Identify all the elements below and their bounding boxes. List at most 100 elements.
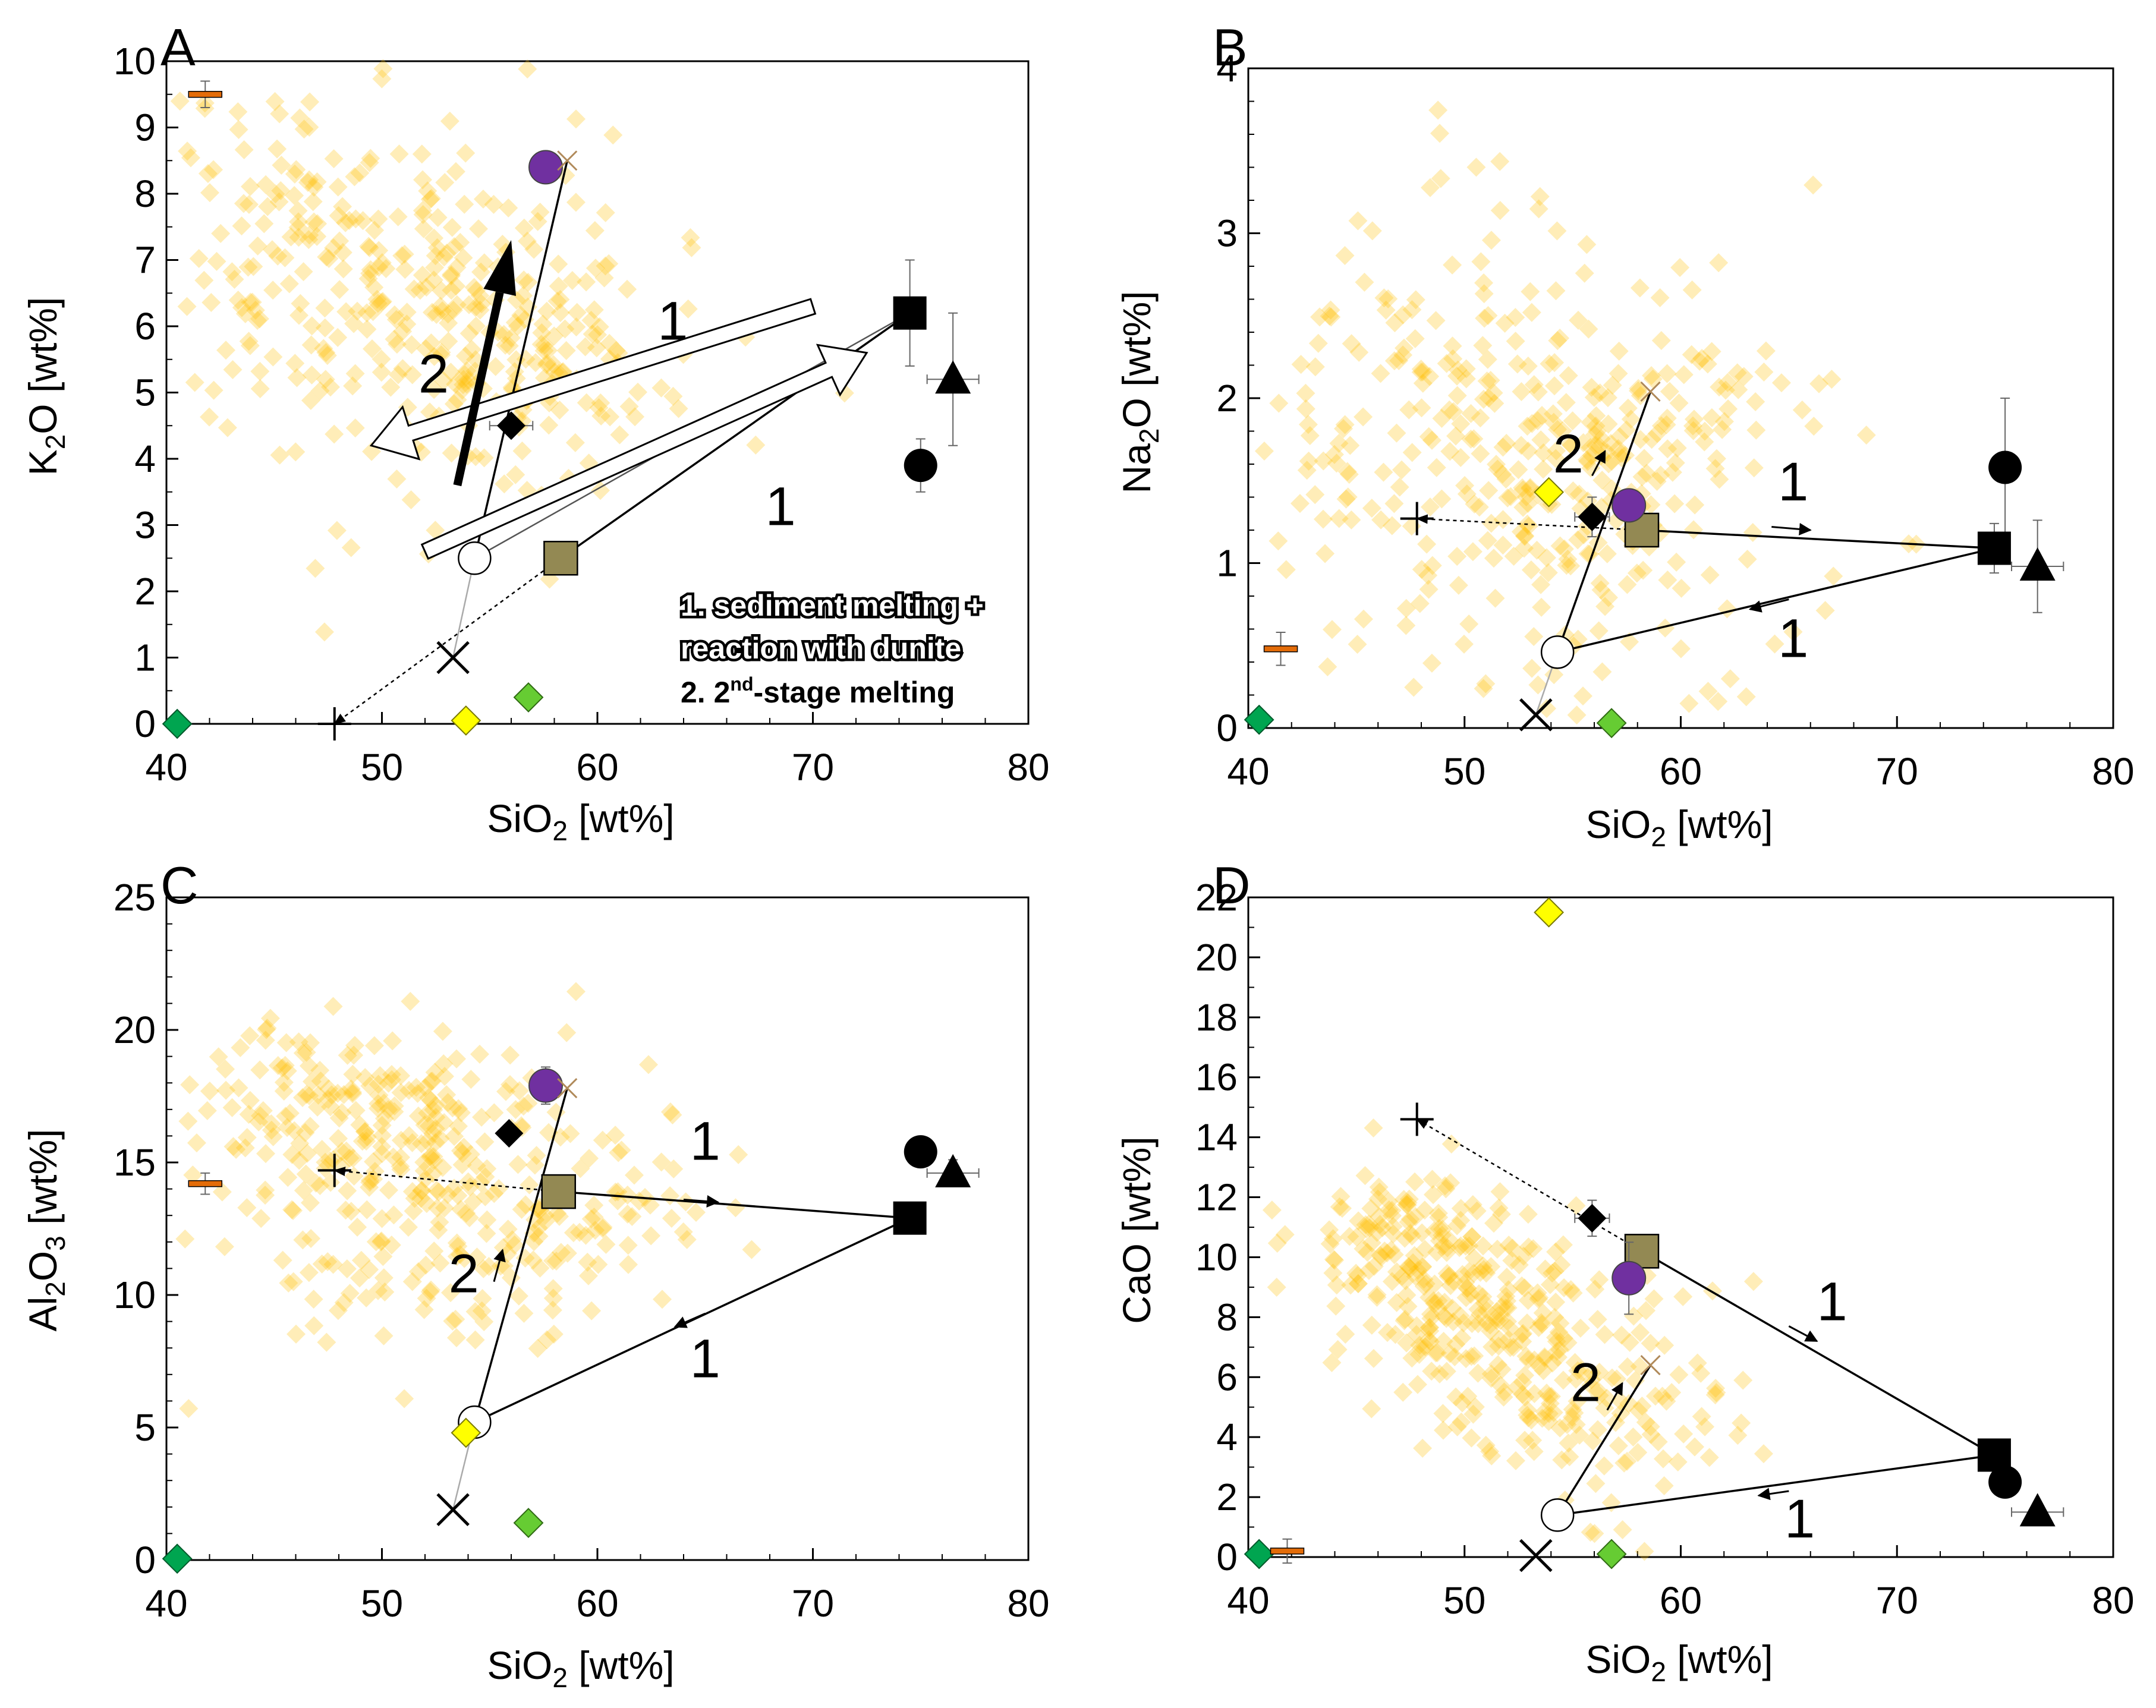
cloud-point — [1454, 1313, 1474, 1332]
direction-arrow — [1606, 1382, 1623, 1411]
cloud-point — [440, 1283, 460, 1303]
cloud-point — [1645, 1386, 1665, 1406]
y-tick-label: 20 — [114, 1009, 156, 1051]
y-tick-label: 18 — [1195, 996, 1238, 1039]
cloud-point — [1524, 375, 1544, 395]
cloud-point — [1384, 494, 1404, 513]
cloud-point — [596, 256, 615, 276]
cloud-point — [253, 1101, 273, 1120]
cloud-point — [1515, 1430, 1535, 1450]
cloud-point — [413, 201, 432, 220]
open-circle-point — [1540, 1498, 1575, 1532]
cloud-point — [437, 243, 457, 263]
cloud-point — [459, 371, 479, 390]
cloud-point — [1503, 1239, 1522, 1258]
cloud-point — [430, 1129, 450, 1148]
cloud-point — [211, 223, 231, 243]
x-tick-label: 40 — [145, 1582, 187, 1625]
cloud-point — [1451, 414, 1471, 434]
y-tick-label: 4 — [134, 437, 156, 480]
y-tick-label: 2 — [134, 570, 156, 613]
cloud-point — [350, 163, 370, 183]
plus-mark-point — [1400, 502, 1434, 535]
cloud-point — [1559, 1433, 1578, 1453]
cloud-point — [508, 1155, 528, 1174]
cloud-point — [505, 313, 525, 332]
cloud-point — [1435, 1293, 1455, 1312]
cloud-point — [316, 370, 335, 389]
cloud-point — [1519, 1408, 1538, 1427]
cloud-point — [457, 361, 477, 380]
cloud-point — [1482, 1446, 1502, 1466]
cloud-point — [1421, 1309, 1441, 1328]
cloud-point — [1587, 406, 1606, 426]
cloud-point — [1583, 1431, 1603, 1451]
cloud-point — [429, 1220, 448, 1240]
cloud-point — [437, 1085, 457, 1104]
cloud-point — [502, 1230, 522, 1250]
cloud-point — [582, 1301, 602, 1321]
cloud-point — [1538, 563, 1558, 582]
cloud-point — [372, 253, 392, 273]
cloud-point — [1631, 1323, 1650, 1343]
cloud-point — [1422, 1362, 1441, 1381]
cloud-point — [355, 1068, 375, 1088]
cloud-point — [430, 297, 450, 316]
cloud-point — [1595, 1398, 1614, 1418]
cloud-point — [539, 341, 558, 360]
cloud-point — [1586, 416, 1606, 436]
cloud-point — [300, 170, 319, 190]
cloud-point — [1400, 1224, 1420, 1243]
cloud-point — [502, 328, 521, 348]
cloud-point — [333, 259, 353, 279]
cloud-point — [472, 294, 492, 314]
cloud-point — [239, 194, 259, 214]
cloud-point — [641, 1226, 661, 1246]
cloud-point — [373, 59, 393, 78]
cloud-point — [424, 380, 444, 399]
cloud-point — [505, 1235, 524, 1255]
cloud-point — [345, 167, 364, 187]
cloud-point — [424, 270, 443, 290]
cloud-point — [1695, 432, 1714, 452]
cloud-point — [1497, 1291, 1517, 1310]
dashed-arrow-line — [1416, 1118, 1642, 1252]
y-tick-label: 2 — [1216, 377, 1238, 420]
cloud-point — [232, 216, 251, 236]
cloud-point — [1575, 263, 1594, 283]
cloud-point — [360, 1171, 380, 1190]
cloud-point — [517, 231, 537, 251]
cloud-point — [308, 214, 328, 234]
cloud-point — [1406, 1266, 1425, 1286]
cloud-point — [606, 1126, 625, 1145]
cloud-point — [382, 1070, 402, 1089]
cloud-point — [1269, 393, 1289, 413]
cloud-point — [1546, 281, 1566, 301]
cloud-point — [506, 290, 526, 310]
cloud-point — [1692, 349, 1712, 368]
cloud-point — [1371, 1247, 1391, 1267]
cloud-point — [1410, 1335, 1430, 1355]
cloud-point — [1699, 1448, 1719, 1467]
cloud-point — [223, 360, 243, 379]
marker — [1244, 704, 1274, 735]
cloud-point — [1683, 416, 1702, 436]
cloud-point — [1336, 1325, 1355, 1344]
cloud-point — [1582, 377, 1601, 397]
direction-arrow — [673, 1312, 706, 1328]
cloud-point — [1635, 449, 1654, 468]
cloud-point — [407, 1077, 426, 1097]
cloud-point — [618, 1204, 637, 1224]
cloud-point — [1635, 1542, 1654, 1561]
cloud-point — [1494, 1387, 1513, 1407]
cloud-point — [1655, 618, 1675, 638]
cloud-point — [1565, 1403, 1584, 1423]
cloud-point — [458, 1172, 478, 1192]
marker — [1977, 531, 2011, 565]
cloud-point — [240, 336, 260, 355]
cloud-point — [1478, 306, 1498, 326]
cloud-point — [1324, 445, 1344, 464]
cloud-point — [241, 177, 260, 196]
cloud-point — [452, 380, 472, 400]
